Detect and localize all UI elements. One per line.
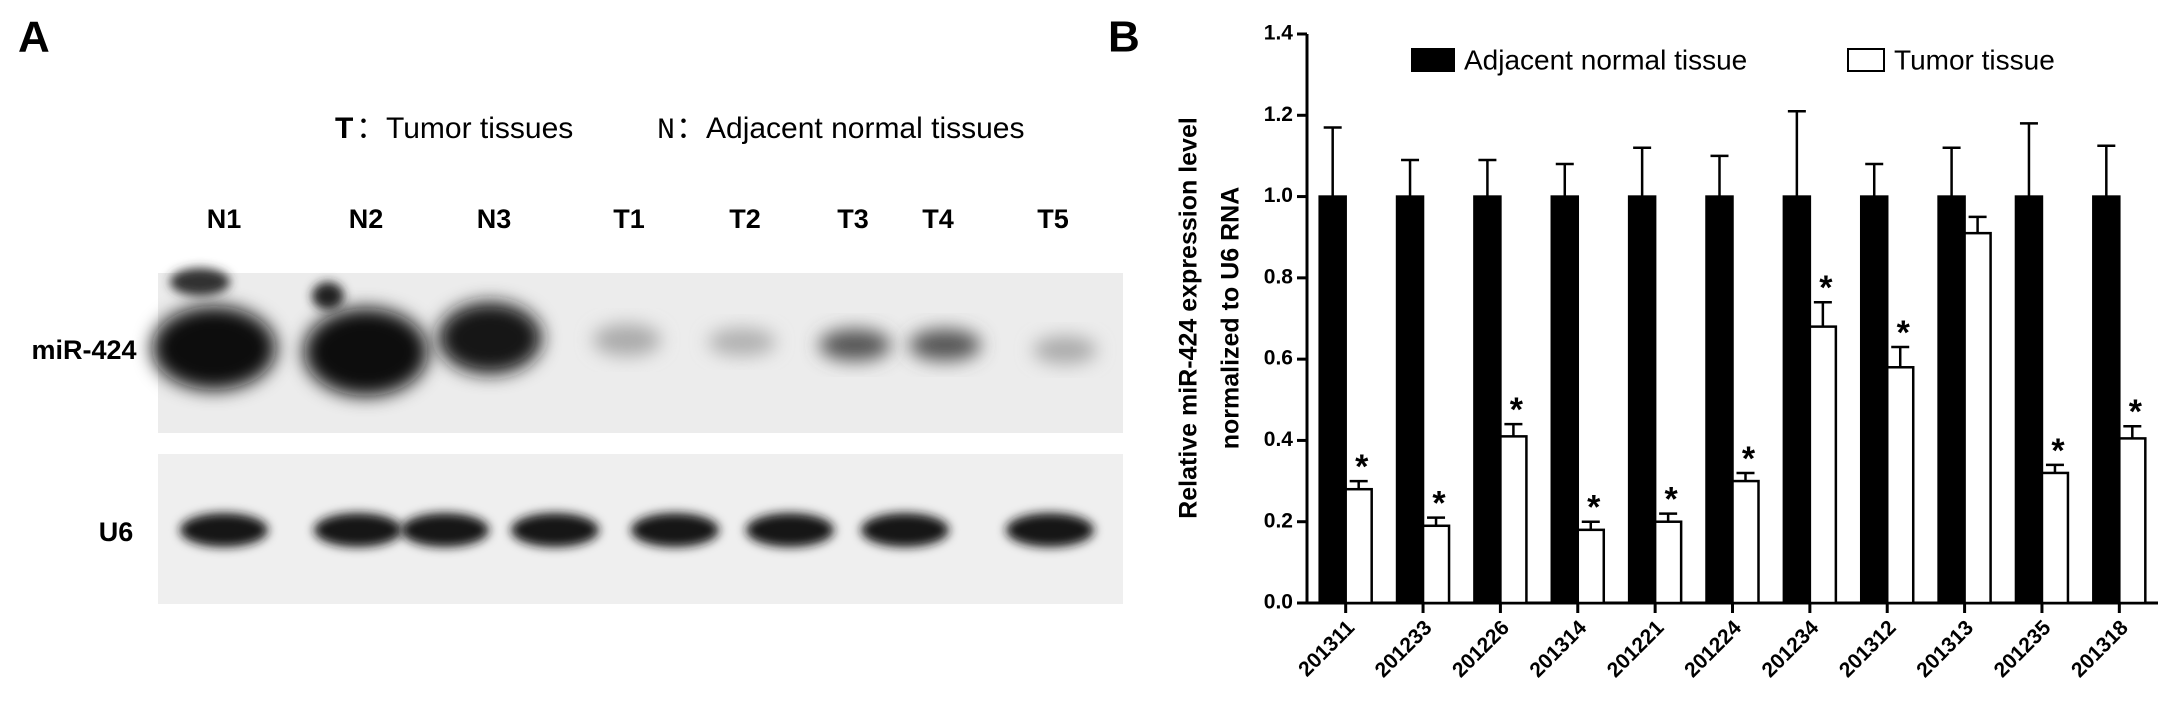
x-tick-label: 201233 <box>1371 616 1437 682</box>
significance-marker: * <box>1355 448 1369 486</box>
bar <box>1705 195 1734 605</box>
lane-label: N3 <box>477 204 512 234</box>
legend-key: N <box>657 114 675 148</box>
bar <box>1473 195 1502 605</box>
y-tick-label: 0.2 <box>1264 509 1293 532</box>
significance-marker: * <box>1665 481 1679 519</box>
y-tick-label: 1.4 <box>1264 22 1294 45</box>
x-tick-label: 201234 <box>1758 616 1824 682</box>
lane-label: T2 <box>729 204 761 234</box>
panel-label: B <box>1108 13 1140 62</box>
bar <box>2092 195 2121 605</box>
blot-bands <box>152 268 1097 547</box>
band <box>593 324 661 356</box>
band <box>1033 336 1097 364</box>
bar <box>1550 195 1580 605</box>
bar <box>1318 195 1347 605</box>
band <box>304 308 428 396</box>
significance-marker: * <box>1897 314 1911 352</box>
band <box>511 513 599 547</box>
bar <box>2014 195 2044 605</box>
band <box>170 268 230 296</box>
bar <box>1653 520 1683 605</box>
band <box>819 329 891 361</box>
band <box>312 282 344 310</box>
x-tick-label: 201314 <box>1525 616 1591 682</box>
y-tick-label: 0.0 <box>1264 591 1293 614</box>
x-tick-label: 201224 <box>1680 616 1746 682</box>
lane-label: N1 <box>207 204 242 234</box>
band <box>180 513 268 547</box>
bar <box>1576 528 1606 605</box>
bar <box>2040 471 2070 605</box>
significance-marker: * <box>1510 391 1524 429</box>
legend-swatch <box>1847 48 1885 72</box>
band <box>746 513 834 547</box>
bar <box>1859 195 1889 605</box>
y-tick-label: 0.8 <box>1264 265 1294 288</box>
bar <box>1808 325 1838 605</box>
y-tick-label: 1.2 <box>1264 103 1293 126</box>
legend-text: ：Adjacent normal tissues <box>676 112 1025 145</box>
bar <box>1627 195 1657 605</box>
band <box>1006 513 1094 547</box>
significance-marker: * <box>2051 432 2065 470</box>
legend-swatch <box>1411 48 1455 72</box>
lane-label: T4 <box>922 204 954 234</box>
band <box>314 513 402 547</box>
significance-marker: * <box>1819 269 1833 307</box>
x-tick-label: 201312 <box>1835 616 1901 682</box>
band <box>438 302 542 374</box>
x-tick-label: 201318 <box>2067 616 2133 682</box>
row-label: miR-424 <box>31 335 136 365</box>
lane-label: N2 <box>349 204 384 234</box>
bar <box>1421 524 1451 605</box>
band <box>631 513 719 547</box>
bar <box>1344 487 1373 605</box>
row-label: U6 <box>99 517 134 547</box>
band <box>152 306 276 390</box>
x-tick-label: 201221 <box>1603 616 1669 682</box>
x-tick-label: 201311 <box>1294 616 1359 681</box>
band <box>401 513 489 547</box>
bar <box>1782 195 1812 605</box>
significance-marker: * <box>2129 393 2143 431</box>
y-axis-label: Relative miR-424 expression level <box>1175 117 1203 519</box>
bar <box>1499 435 1528 605</box>
bar <box>1963 231 1992 605</box>
x-tick-label: 201226 <box>1448 616 1514 682</box>
y-tick-label: 0.6 <box>1264 347 1293 370</box>
lane-label: T3 <box>837 204 869 234</box>
bar <box>2118 437 2147 605</box>
y-axis-label: normalized to U6 RNA <box>1217 187 1245 450</box>
bar <box>1395 195 1425 605</box>
legend-label: Tumor tissue <box>1894 44 2055 75</box>
x-tick-label: 201313 <box>1912 616 1978 682</box>
y-tick-label: 0.4 <box>1264 428 1294 451</box>
lane-label: T1 <box>613 204 645 234</box>
legend-text: ：Tumor tissues <box>356 112 573 145</box>
y-tick-label: 1.0 <box>1264 184 1293 207</box>
significance-marker: * <box>1742 440 1756 478</box>
lane-label: T5 <box>1037 204 1069 234</box>
significance-marker: * <box>1587 489 1601 527</box>
bar <box>1937 195 1966 605</box>
band <box>861 513 949 547</box>
legend-label: Adjacent normal tissue <box>1464 44 1747 75</box>
panel-label: A <box>18 13 50 62</box>
bar <box>1885 366 1915 605</box>
x-tick-label: 201235 <box>1990 616 2056 682</box>
bar <box>1731 479 1760 605</box>
band <box>909 329 981 361</box>
legend-key: T <box>335 112 353 145</box>
significance-marker: * <box>1432 485 1446 523</box>
band <box>708 328 776 356</box>
